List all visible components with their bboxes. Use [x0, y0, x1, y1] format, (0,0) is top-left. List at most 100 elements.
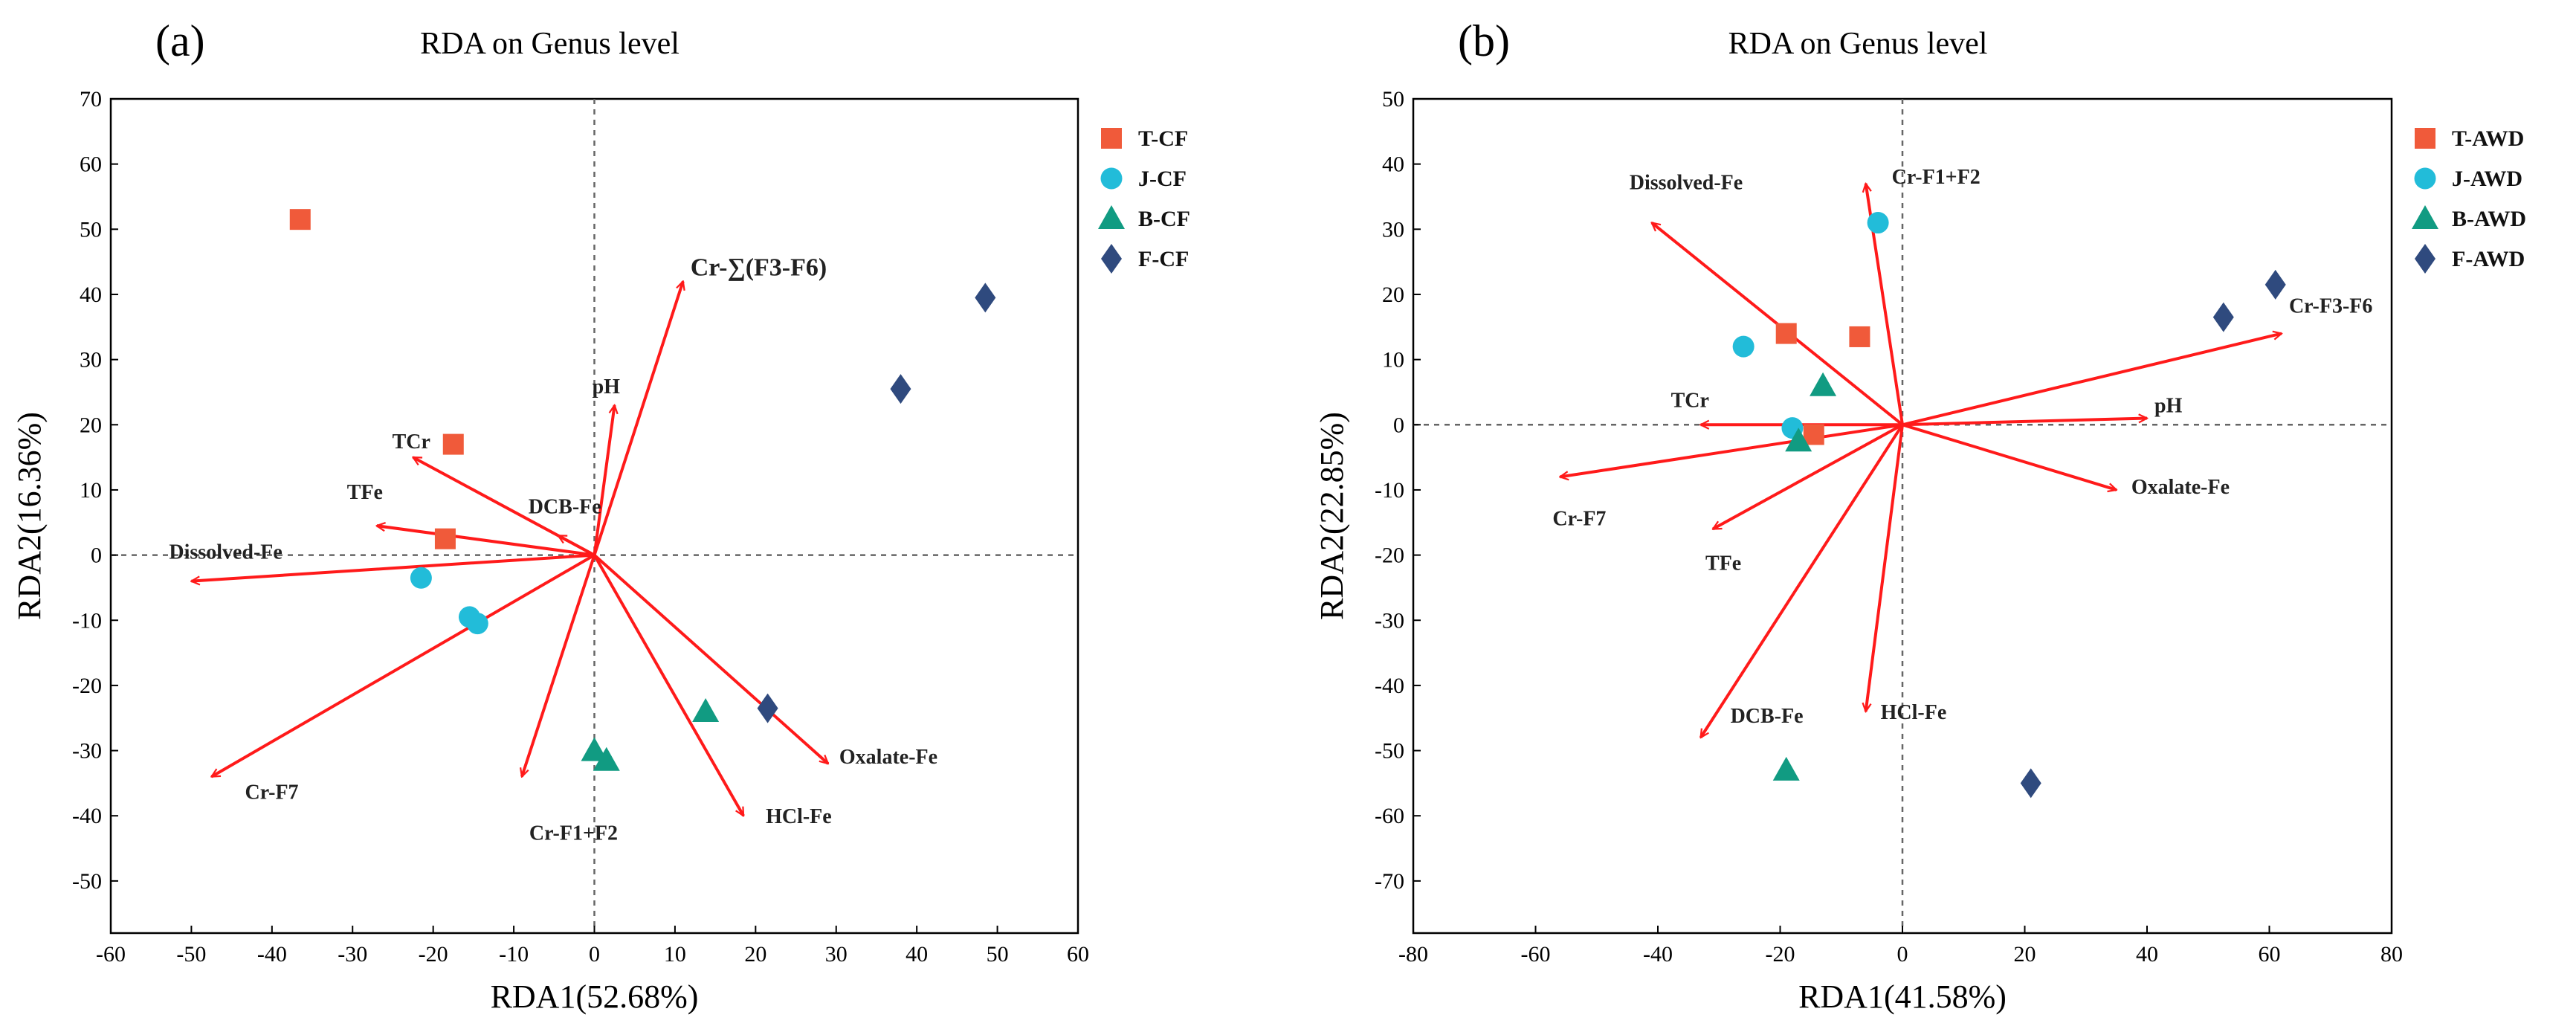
legend-marker-f-awd [2415, 244, 2435, 274]
legend-item-j-awd: J-AWD [2414, 167, 2522, 191]
legend-item-t-awd: T-AWD [2415, 126, 2524, 151]
panel-label: (a) [155, 16, 205, 65]
vector-arrow-cr-f3-f6 [593, 281, 683, 556]
legend-item-b-awd: B-AWD [2412, 205, 2526, 231]
data-point-t-awd [1849, 326, 1870, 347]
legend-label-b-cf: B-CF [1138, 207, 1190, 231]
vector-arrow-ph [593, 405, 615, 555]
y-tick-label: 10 [80, 478, 102, 503]
vector-label-cr-f7: Cr-F7 [245, 781, 299, 804]
vector-label-cr-f1-f2: Cr-F1+F2 [1892, 166, 1981, 189]
data-point-b-awd [1785, 428, 1812, 452]
chart-title: RDA on Genus level [420, 27, 679, 61]
y-tick-label: 0 [91, 543, 102, 568]
x-tick-label: -80 [1398, 942, 1428, 967]
x-tick-label: 0 [589, 942, 600, 967]
vector-label-tfe: TFe [347, 481, 383, 504]
legend-marker-j-awd [2414, 167, 2436, 190]
vector-arrow-hcl-fe [593, 554, 745, 816]
vector-label-ph: pH [593, 375, 621, 399]
data-point-t-awd [1803, 424, 1824, 445]
x-tick-label: 40 [906, 942, 928, 967]
x-axis-label: RDA1(41.58%) [1798, 978, 2007, 1015]
data-point-j-cf [466, 613, 488, 635]
vector-arrow-cr-f3-f6 [1902, 334, 2282, 427]
legend-marker-t-cf [1101, 128, 1122, 149]
vector-arrow-dcb-fe [1699, 424, 1904, 738]
x-tick-label: -10 [499, 942, 529, 967]
rda-chart-b: (b) RDA on Genus level -80 -60 -40 -20 0 20 40 60… [1314, 16, 2526, 1015]
data-point-f-awd [2212, 302, 2234, 332]
data-point-f-cf [975, 283, 996, 313]
y-tick-label: 20 [1382, 283, 1404, 307]
x-tick-label: -60 [1521, 942, 1551, 967]
y-tick-label: -60 [1375, 804, 1404, 828]
vector-label-cr-f7: Cr-F7 [1552, 507, 1606, 530]
vector-arrow-tfe [377, 526, 595, 557]
x-tick-label: -60 [96, 942, 126, 967]
x-tick-label: 30 [825, 942, 848, 967]
data-point-j-awd [1732, 335, 1755, 358]
x-tick-label: 50 [987, 942, 1009, 967]
data-point-t-awd [1775, 323, 1797, 344]
legend-label-f-awd: F-AWD [2452, 247, 2525, 271]
y-tick-label: 20 [80, 413, 102, 437]
vector-arrow-ph [1902, 419, 2147, 427]
y-tick-label: 60 [80, 152, 102, 177]
legend-label-t-cf: T-CF [1138, 126, 1188, 151]
data-point-f-cf [757, 693, 778, 723]
vector-arrow-cr-f7 [1560, 423, 1903, 477]
x-tick-label: 40 [2136, 942, 2158, 967]
vector-label-dcb-fe: DCB-Fe [1731, 705, 1804, 728]
y-tick-label: -20 [72, 674, 102, 698]
chart-title: RDA on Genus level [1728, 27, 1988, 61]
y-tick-label: -50 [1375, 739, 1404, 764]
vector-arrow-cr-f1-f2 [522, 554, 596, 777]
legend-marker-j-cf [1100, 167, 1123, 190]
data-point-t-cf [289, 209, 311, 230]
vector-arrow-oxalate-fe [1902, 423, 2117, 490]
vector-label-oxalate-fe: Oxalate-Fe [839, 746, 937, 769]
y-axis-label: RDA2(16.36%) [11, 412, 48, 620]
vector-label-dcb-fe: DCB-Fe [529, 495, 601, 518]
y-tick-label: 40 [80, 283, 102, 307]
x-tick-label: -20 [1766, 942, 1795, 967]
vector-label-tfe: TFe [1705, 552, 1741, 575]
y-tick-label: 0 [1393, 413, 1404, 437]
data-point-t-cf [442, 433, 464, 455]
x-tick-label: -40 [257, 942, 287, 967]
data-point-b-cf [692, 697, 720, 722]
legend-label-j-cf: J-CF [1138, 167, 1187, 191]
legend-marker-f-cf [1101, 244, 1122, 274]
legend-marker-t-awd [2415, 128, 2435, 149]
vector-label-hcl-fe: HCl-Fe [766, 805, 832, 828]
legend: T-CF J-CF B-CF F-CF [1098, 126, 1190, 274]
data-point-b-cf [593, 746, 620, 771]
legend-item-b-cf: B-CF [1098, 205, 1190, 231]
vector-label-tcr: TCr [393, 430, 430, 454]
legend-item-f-awd: F-AWD [2415, 244, 2525, 274]
y-tick-label: 10 [1382, 348, 1404, 372]
x-tick-label: 60 [2259, 942, 2281, 967]
y-tick-label: -70 [1375, 869, 1404, 894]
x-tick-label: -20 [419, 942, 448, 967]
vector-arrow-dissolved-fe [191, 553, 595, 581]
x-tick-label: -30 [338, 942, 367, 967]
vector-label-ph: pH [2154, 395, 2183, 418]
x-axis-label: RDA1(52.68%) [491, 978, 699, 1015]
vector-label-cr-f1-f2: Cr-F1+F2 [529, 822, 618, 845]
rda-panel-b: (b) RDA on Genus level -80 -60 -40 -20 0 20 40 60… [1288, 0, 2576, 1029]
y-tick-label: -30 [1375, 608, 1404, 633]
vector-label-hcl-fe: HCl-Fe [1881, 701, 1947, 724]
x-tick-label: -40 [1643, 942, 1673, 967]
vector-arrow-dcb-fe [558, 534, 595, 557]
vector-label-dissolved-fe: Dissolved-Fe [1630, 172, 1743, 195]
legend-marker-b-cf [1098, 205, 1125, 229]
legend: T-AWD J-AWD B-AWD F-AWD [2412, 126, 2526, 274]
y-tick-label: 30 [80, 348, 102, 372]
data-point-f-cf [890, 374, 911, 404]
legend-item-t-cf: T-CF [1101, 126, 1188, 151]
y-tick-label: 50 [1382, 87, 1404, 112]
panel-label: (b) [1458, 16, 1510, 65]
y-tick-label: -30 [72, 739, 102, 764]
